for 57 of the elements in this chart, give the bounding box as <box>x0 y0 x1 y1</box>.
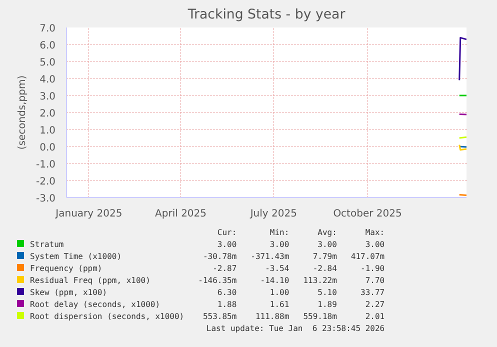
text: -371.43m <box>250 251 290 263</box>
x-tick-label: October 2025 <box>333 208 402 220</box>
text: 553.85m <box>202 311 237 323</box>
legend-label: Frequency (ppm) <box>29 263 104 275</box>
text: 2.27 <box>364 299 385 311</box>
text: 113.22m <box>302 275 337 287</box>
text: 7.70 <box>364 275 385 287</box>
text: 6.30 <box>216 287 237 299</box>
legend-label: System Time (x1000) <box>29 251 123 263</box>
text: -3.54 <box>264 263 290 275</box>
y-tick-label: 2.0 <box>40 108 56 120</box>
text: -30.78m <box>202 251 237 263</box>
legend-label: Stratum <box>29 239 65 251</box>
text: 5.10 <box>316 287 337 299</box>
text: -2.84 <box>312 263 337 275</box>
chart-title: Tracking Stats - by year <box>186 8 346 22</box>
text: 3.00 <box>316 239 337 251</box>
y-tick-label: -3.0 <box>36 194 56 204</box>
y-axis-title: (seconds,ppm) <box>16 75 28 150</box>
legend-label: Root delay (seconds, x1000) <box>29 299 162 311</box>
legend-label: Residual Freq (ppm, x100) <box>29 275 152 287</box>
x-tick-label: January 2025 <box>54 208 122 220</box>
y-tick-label: 3.0 <box>40 92 56 102</box>
y-tick-label: 1.0 <box>40 126 56 136</box>
legend-label: Root dispersion (seconds, x1000) <box>29 311 184 323</box>
text: Min: <box>268 227 290 239</box>
text: -146.35m <box>197 275 237 287</box>
y-tick-label: 6.0 <box>40 40 56 52</box>
y-tick-label: -1.0 <box>36 160 56 170</box>
text: -2.87 <box>212 263 237 275</box>
text: 111.88m <box>254 311 290 323</box>
text: 559.18m <box>302 311 337 323</box>
text: 1.89 <box>316 299 337 311</box>
legend-label: Skew (ppm, x100) <box>29 287 108 299</box>
x-tick-label: April 2025 <box>155 208 207 220</box>
y-tick-label: 4.0 <box>40 74 56 86</box>
text: 7.79m <box>312 251 337 263</box>
text: Last update: Tue Jan 6 23:58:45 2026 <box>205 323 385 335</box>
text: 3.00 <box>216 239 237 251</box>
text: 1.61 <box>268 299 290 311</box>
text: -14.10 <box>259 275 290 287</box>
y-tick-label: 7.0 <box>40 24 56 34</box>
text: Max: <box>364 227 385 239</box>
x-tick-label: July 2025 <box>249 208 297 220</box>
text: -1.90 <box>360 263 385 275</box>
y-tick-label: -2.0 <box>36 176 56 188</box>
text: 417.07m <box>350 251 385 263</box>
text: 33.77 <box>360 287 385 299</box>
text: 2.01 <box>364 311 385 323</box>
text: 3.00 <box>364 239 385 251</box>
text: 3.00 <box>268 239 290 251</box>
text: 1.00 <box>268 287 290 299</box>
y-tick-label: 5.0 <box>40 58 56 68</box>
text: Avg: <box>316 227 337 239</box>
text: 1.88 <box>216 299 237 311</box>
y-tick-label: 0.0 <box>40 142 56 154</box>
text: Cur: <box>216 227 237 239</box>
